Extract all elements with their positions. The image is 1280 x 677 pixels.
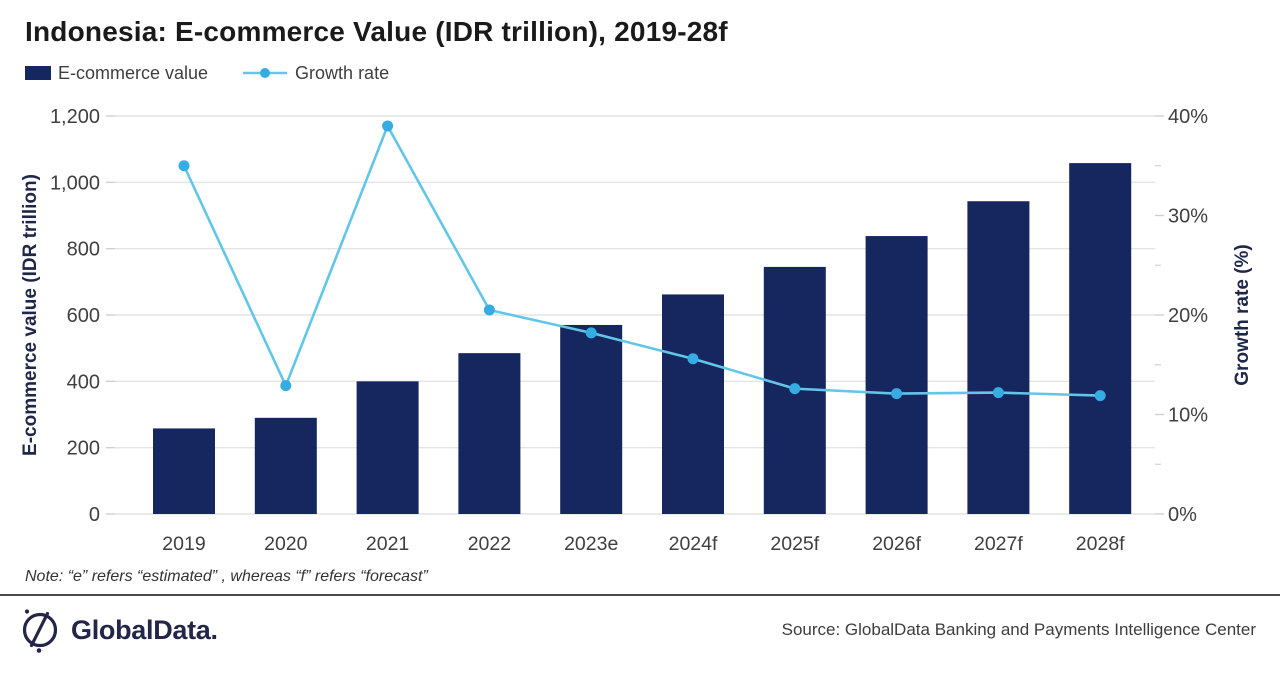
legend: E-commerce value Growth rate	[0, 48, 1280, 86]
bar-2026f	[865, 236, 928, 514]
bar-2019	[153, 428, 215, 514]
x-axis-label-2024f: 2024f	[669, 533, 718, 555]
point-2019	[178, 160, 190, 172]
note-row: Note: “e” refers “estimated” , whereas “…	[0, 564, 1280, 590]
right-axis-tick-label: 0%	[1168, 504, 1197, 526]
left-axis-tick-label: 0	[89, 504, 100, 526]
x-axis-label-2022: 2022	[468, 533, 511, 555]
footer: GlobalData. Source: GlobalData Banking a…	[0, 596, 1280, 656]
globaldata-logo-text: GlobalData.	[71, 614, 218, 645]
chart-title: Indonesia: E-commerce Value (IDR trillio…	[25, 16, 728, 47]
note-text: Note: “e” refers “estimated” , whereas “…	[25, 568, 428, 585]
left-axis-tick-label: 400	[67, 371, 100, 393]
combo-chart: 0 200 400 600 800 1,000 1,200 0% 10% 20% 30% 40% E-c…	[20, 106, 1253, 555]
legend-item-growth-rate: Growth rate	[242, 63, 389, 84]
point-2022	[483, 304, 495, 316]
globaldata-logo: GlobalData.	[20, 607, 218, 653]
x-axis-label-2023e: 2023e	[564, 533, 618, 555]
legend-label-ecommerce-value: E-commerce value	[58, 62, 209, 83]
left-axis-tick-label: 200	[67, 438, 100, 460]
right-axis-tick-label: 40%	[1168, 106, 1208, 128]
left-axis-tick-label: 1,200	[50, 106, 100, 128]
globaldata-logo-icon	[22, 609, 58, 653]
point-2024f	[687, 353, 699, 365]
point-2026f	[891, 388, 903, 400]
x-axis-label-2027f: 2027f	[974, 533, 1023, 555]
left-axis-title: E-commerce value (IDR trillion)	[20, 174, 41, 456]
left-axis-tick-label: 800	[67, 239, 100, 261]
right-axis-tick-label: 10%	[1168, 405, 1208, 427]
x-axis-label-2026f: 2026f	[872, 533, 921, 555]
bar-2022	[458, 353, 521, 514]
bar-2027f	[967, 201, 1030, 514]
legend-item-ecommerce-value: E-commerce value	[25, 63, 208, 84]
point-2028f	[1094, 390, 1106, 402]
separator-line	[0, 594, 1280, 596]
right-axis-tick-label: 20%	[1168, 305, 1208, 327]
point-2025f	[789, 383, 801, 395]
left-axis-tick-label: 1,000	[50, 172, 100, 194]
right-axis-title: Growth rate (%)	[1232, 244, 1253, 385]
x-axis-label-2020: 2020	[264, 533, 308, 555]
left-axis-tick-label: 600	[67, 305, 100, 327]
growth-rate-line	[182, 124, 1101, 397]
bar-2021	[356, 381, 419, 514]
bar-2020	[254, 417, 317, 514]
x-axis-label-2028f: 2028f	[1076, 533, 1125, 555]
right-axis-tick-label: 30%	[1168, 206, 1208, 228]
x-axis-label-2021: 2021	[366, 533, 409, 555]
bar-2023e	[560, 324, 623, 514]
point-2027f	[992, 387, 1004, 399]
legend-label-growth-rate: Growth rate	[295, 62, 390, 83]
point-2021	[382, 120, 394, 132]
point-2023e	[585, 327, 597, 339]
source-text: Source: GlobalData Banking and Payments …	[781, 620, 1256, 639]
x-axis-label-2025f: 2025f	[770, 533, 819, 555]
bar-2028f	[1069, 163, 1132, 514]
bar-swatch-icon	[25, 66, 51, 80]
line-dot-marker-icon	[243, 68, 288, 78]
bar-2024f	[662, 294, 724, 514]
x-axis-label-2019: 2019	[162, 533, 205, 555]
point-2020	[280, 380, 292, 392]
